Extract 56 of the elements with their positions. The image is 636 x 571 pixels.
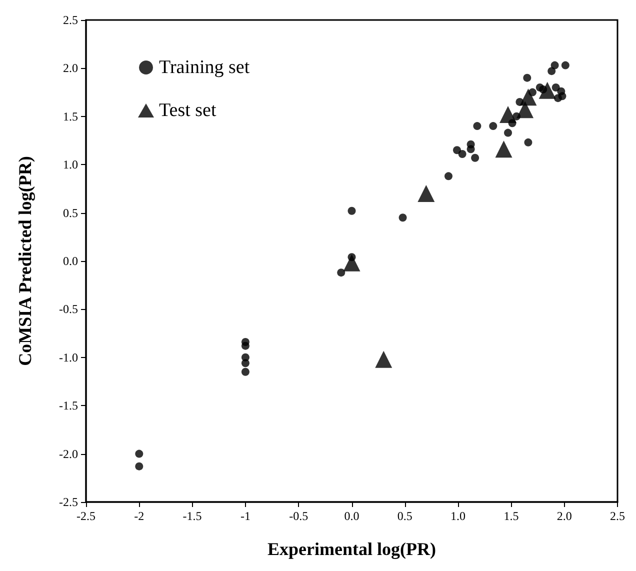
y-tick-label: 1.5 bbox=[63, 109, 78, 124]
point bbox=[337, 268, 346, 277]
x-tick-label: 2.0 bbox=[556, 509, 572, 523]
point bbox=[444, 172, 452, 180]
y-tick-label: 2.0 bbox=[63, 61, 78, 76]
point bbox=[458, 150, 466, 158]
point bbox=[520, 88, 537, 106]
x-tick-label: -2 bbox=[134, 509, 144, 523]
point bbox=[523, 74, 532, 82]
x-tick-label: -1 bbox=[240, 509, 250, 523]
y-tick-label: 0.0 bbox=[63, 254, 78, 268]
point bbox=[348, 206, 356, 215]
x-tick-label: 1.5 bbox=[504, 509, 519, 523]
x-tick-label: -0.5 bbox=[289, 509, 308, 523]
y-axis-title: CoMSIA Predicted log(PR) bbox=[15, 156, 35, 366]
point bbox=[538, 82, 556, 99]
point bbox=[471, 154, 480, 162]
y-tick-label: -0.5 bbox=[59, 302, 78, 316]
point bbox=[375, 350, 392, 368]
y-tick-label: -2.0 bbox=[59, 446, 78, 461]
y-tick-label: -1.5 bbox=[59, 398, 78, 413]
y-tick-label: -1.0 bbox=[59, 350, 78, 364]
point bbox=[473, 122, 482, 130]
point bbox=[241, 342, 250, 350]
x-axis-title: Experimental log(PR) bbox=[268, 539, 436, 559]
point bbox=[561, 61, 570, 70]
point bbox=[500, 106, 517, 123]
y-tick-label: -2.5 bbox=[59, 495, 78, 509]
point bbox=[548, 67, 556, 76]
point bbox=[552, 83, 560, 92]
point bbox=[524, 138, 532, 146]
point bbox=[418, 185, 435, 202]
point bbox=[343, 254, 360, 272]
point bbox=[495, 140, 512, 158]
y-tick-label: 1.0 bbox=[63, 158, 78, 172]
point bbox=[466, 145, 475, 154]
x-tick-label: 0.0 bbox=[344, 509, 360, 523]
point bbox=[135, 462, 144, 470]
y-tick-label: 2.5 bbox=[63, 13, 78, 27]
x-tick-label: -2.5 bbox=[76, 509, 96, 523]
point bbox=[452, 146, 461, 154]
point bbox=[241, 368, 250, 376]
legend-label: Training set bbox=[159, 57, 250, 78]
point bbox=[241, 359, 250, 368]
x-tick-label: 1.0 bbox=[450, 509, 466, 523]
point bbox=[550, 61, 559, 70]
x-tick-label: -1.5 bbox=[182, 509, 202, 523]
point bbox=[504, 128, 512, 137]
x-tick-label: 2.5 bbox=[610, 509, 625, 523]
point bbox=[398, 214, 407, 222]
point bbox=[135, 450, 144, 458]
legend-label: Test set bbox=[159, 100, 217, 121]
point bbox=[558, 92, 566, 100]
x-tick-label: 0.5 bbox=[397, 509, 412, 523]
y-tick-label: 0.5 bbox=[63, 206, 78, 220]
point bbox=[489, 122, 498, 130]
